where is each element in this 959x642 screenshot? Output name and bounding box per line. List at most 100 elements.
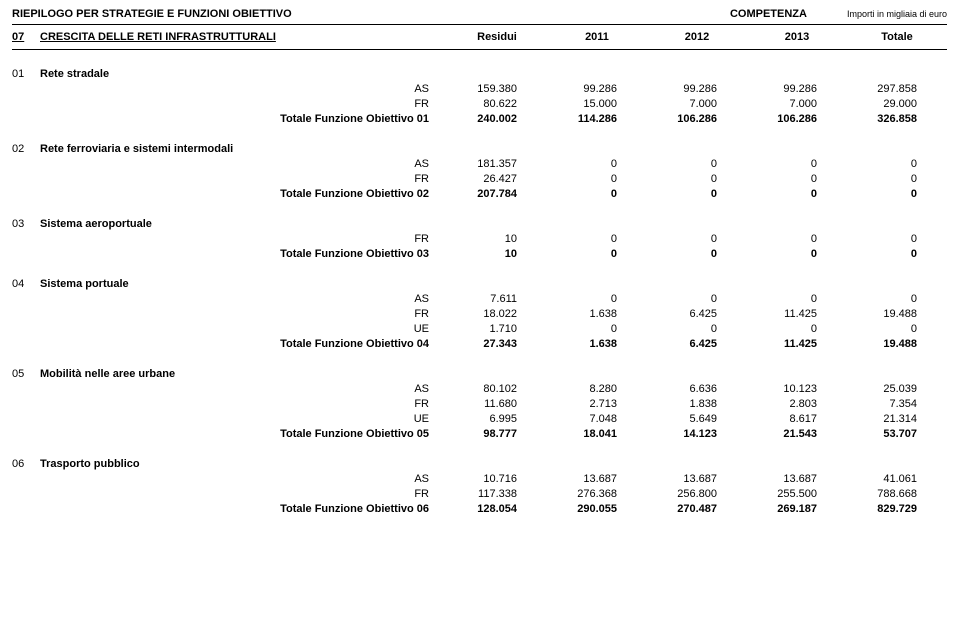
data-cell: 13.687	[747, 473, 847, 485]
total-label: Totale Funzione Obiettivo 04	[40, 338, 447, 350]
data-cell: 15.000	[547, 98, 647, 110]
total-cell: 0	[647, 248, 747, 260]
data-cell: 0	[647, 158, 747, 170]
section-code: 02	[12, 143, 40, 155]
section-header: 06Trasporto pubblico	[12, 440, 947, 470]
section-total-row: Totale Funzione Obiettivo 0427.3431.6386…	[12, 335, 947, 350]
total-cell: 1.638	[547, 338, 647, 350]
total-cell: 21.543	[747, 428, 847, 440]
data-cell: 99.286	[747, 83, 847, 95]
data-cell: 0	[847, 173, 947, 185]
data-cell: 10.123	[747, 383, 847, 395]
total-cell: 53.707	[847, 428, 947, 440]
total-cell: 829.729	[847, 503, 947, 515]
total-cell: 240.002	[447, 113, 547, 125]
header-col-2012: 2012	[647, 31, 747, 43]
data-row: UE6.9957.0485.6498.61721.314	[12, 410, 947, 425]
data-cell: 6.425	[647, 308, 747, 320]
section-code: 04	[12, 278, 40, 290]
section-title: Trasporto pubblico	[40, 458, 447, 470]
section-total-row: Totale Funzione Obiettivo 06128.054290.0…	[12, 500, 947, 515]
header-row: 07 CRESCITA DELLE RETI INFRASTRUTTURALI …	[12, 25, 947, 50]
row-label: UE	[40, 323, 447, 335]
section-title: Sistema aeroportuale	[40, 218, 447, 230]
data-cell: 0	[547, 173, 647, 185]
header-code: 07	[12, 31, 40, 43]
total-cell: 10	[447, 248, 547, 260]
data-cell: 21.314	[847, 413, 947, 425]
header-title: CRESCITA DELLE RETI INFRASTRUTTURALI	[40, 31, 447, 43]
data-cell: 159.380	[447, 83, 547, 95]
data-row: AS80.1028.2806.63610.12325.039	[12, 380, 947, 395]
data-cell: 0	[547, 323, 647, 335]
data-cell: 2.803	[747, 398, 847, 410]
total-label: Totale Funzione Obiettivo 03	[40, 248, 447, 260]
data-cell: 0	[747, 323, 847, 335]
total-cell: 98.777	[447, 428, 547, 440]
section-title: Rete ferroviaria e sistemi intermodali	[40, 143, 447, 155]
data-cell: 2.713	[547, 398, 647, 410]
header-col-residui: Residui	[447, 31, 547, 43]
data-row: AS181.3570000	[12, 155, 947, 170]
section-header: 02Rete ferroviaria e sistemi intermodali	[12, 125, 947, 155]
data-row: AS159.38099.28699.28699.286297.858	[12, 80, 947, 95]
data-cell: 10.716	[447, 473, 547, 485]
section-header: 01Rete stradale	[12, 50, 947, 80]
total-cell: 128.054	[447, 503, 547, 515]
row-label: AS	[40, 83, 447, 95]
data-cell: 5.649	[647, 413, 747, 425]
data-row: FR11.6802.7131.8382.8037.354	[12, 395, 947, 410]
data-cell: 1.638	[547, 308, 647, 320]
header-col-2013: 2013	[747, 31, 847, 43]
row-label: AS	[40, 473, 447, 485]
data-cell: 0	[847, 158, 947, 170]
section-title: Mobilità nelle aree urbane	[40, 368, 447, 380]
row-label: AS	[40, 383, 447, 395]
data-cell: 26.427	[447, 173, 547, 185]
header-col-2011: 2011	[547, 31, 647, 43]
data-cell: 0	[747, 293, 847, 305]
total-cell: 0	[647, 188, 747, 200]
data-row: AS7.6110000	[12, 290, 947, 305]
data-cell: 117.338	[447, 488, 547, 500]
data-cell: 297.858	[847, 83, 947, 95]
data-cell: 0	[647, 293, 747, 305]
data-cell: 11.425	[747, 308, 847, 320]
topbar-competenza: COMPETENZA	[730, 8, 847, 20]
section-total-row: Totale Funzione Obiettivo 03100000	[12, 245, 947, 260]
total-cell: 326.858	[847, 113, 947, 125]
data-cell: 276.368	[547, 488, 647, 500]
data-cell: 41.061	[847, 473, 947, 485]
data-cell: 256.800	[647, 488, 747, 500]
row-label: FR	[40, 173, 447, 185]
total-cell: 11.425	[747, 338, 847, 350]
section-code: 06	[12, 458, 40, 470]
data-cell: 10	[447, 233, 547, 245]
total-cell: 0	[847, 188, 947, 200]
data-cell: 29.000	[847, 98, 947, 110]
data-cell: 13.687	[647, 473, 747, 485]
section-total-row: Totale Funzione Obiettivo 0598.77718.041…	[12, 425, 947, 440]
data-cell: 0	[647, 323, 747, 335]
data-row: FR117.338276.368256.800255.500788.668	[12, 485, 947, 500]
data-cell: 0	[647, 173, 747, 185]
data-cell: 7.611	[447, 293, 547, 305]
data-cell: 0	[647, 233, 747, 245]
data-cell: 0	[847, 323, 947, 335]
total-cell: 269.187	[747, 503, 847, 515]
row-label: FR	[40, 98, 447, 110]
data-cell: 7.048	[547, 413, 647, 425]
data-cell: 0	[747, 173, 847, 185]
data-cell: 181.357	[447, 158, 547, 170]
total-cell: 27.343	[447, 338, 547, 350]
total-label: Totale Funzione Obiettivo 01	[40, 113, 447, 125]
data-cell: 255.500	[747, 488, 847, 500]
data-cell: 80.622	[447, 98, 547, 110]
data-cell: 11.680	[447, 398, 547, 410]
total-cell: 114.286	[547, 113, 647, 125]
section-title: Sistema portuale	[40, 278, 447, 290]
data-cell: 13.687	[547, 473, 647, 485]
row-label: AS	[40, 158, 447, 170]
row-label: FR	[40, 233, 447, 245]
total-label: Totale Funzione Obiettivo 02	[40, 188, 447, 200]
